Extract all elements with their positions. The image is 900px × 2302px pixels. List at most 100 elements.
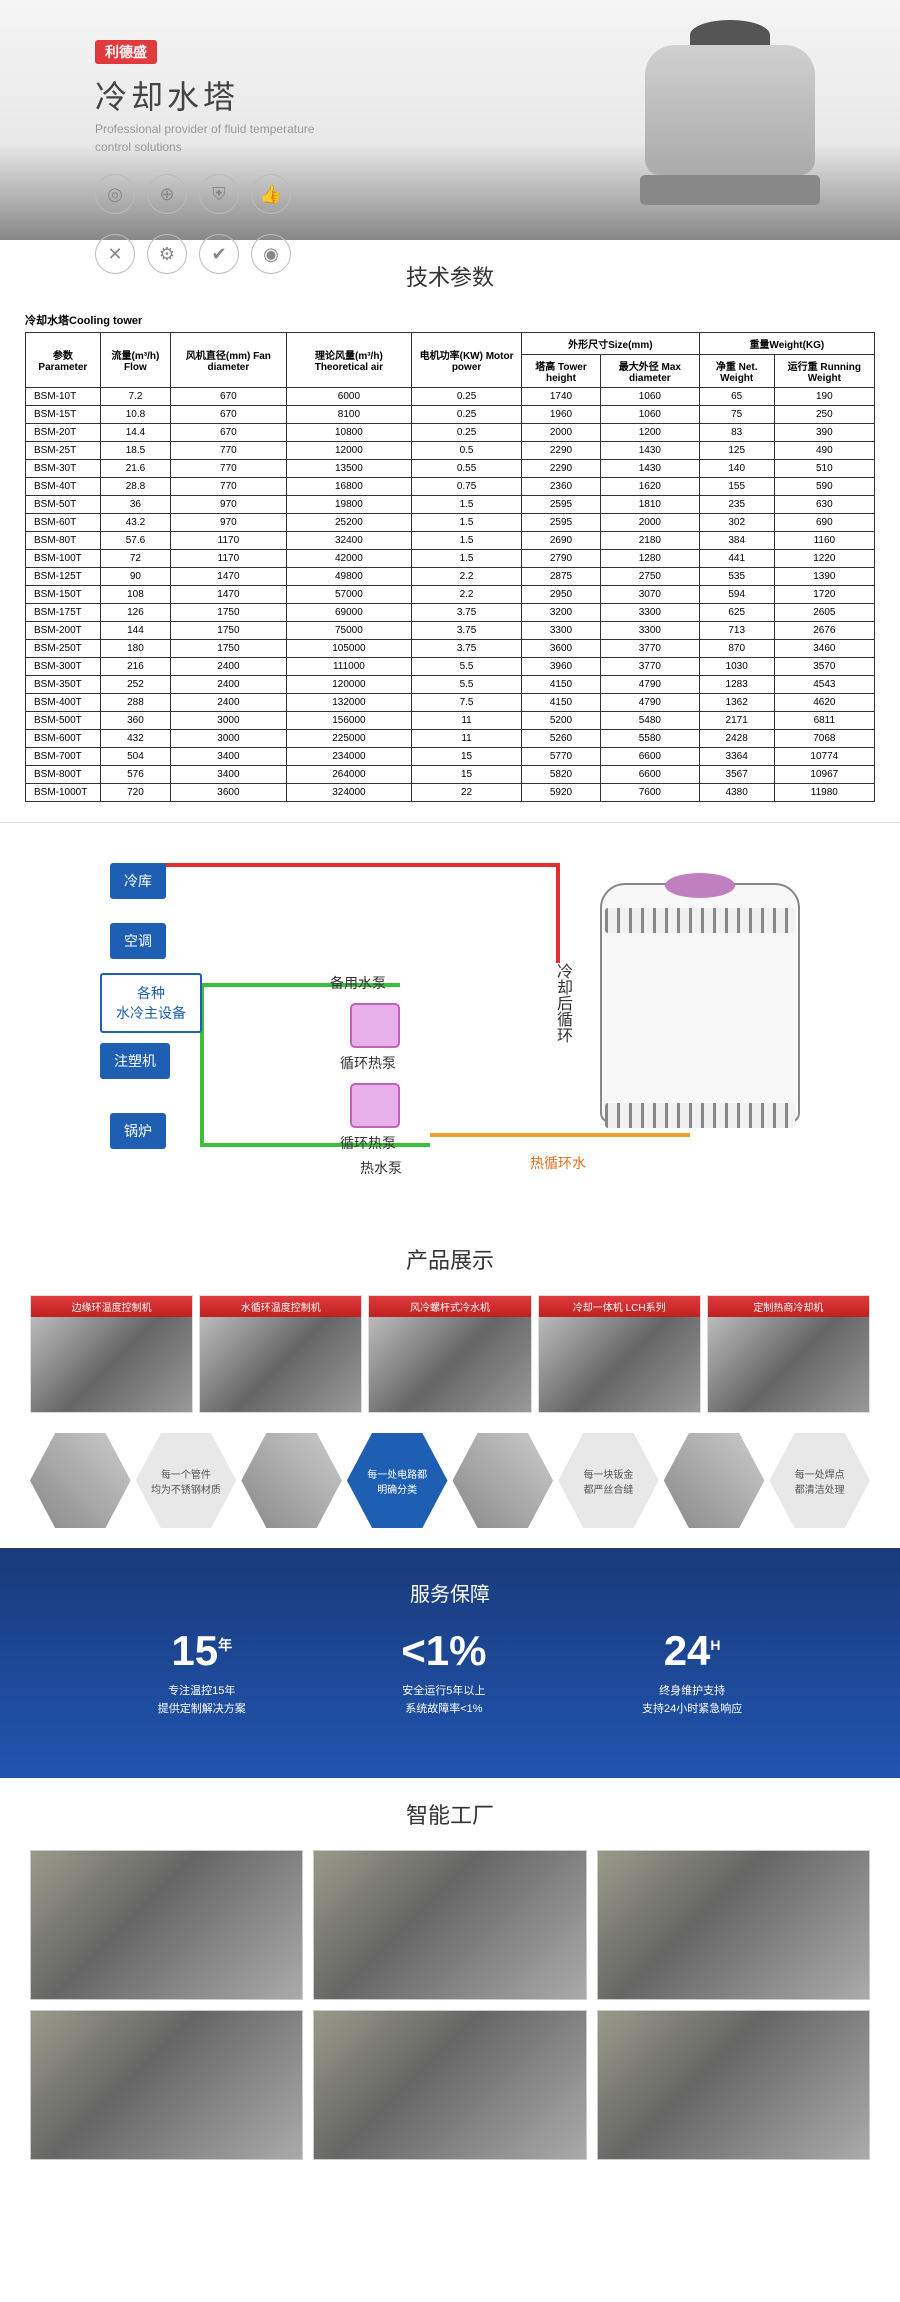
pump-icon: [350, 1083, 400, 1128]
feature-icon: ✔: [199, 234, 239, 274]
hex-text: 每一个管件 均为不锈钢材质: [136, 1433, 237, 1528]
factory-section: [0, 1850, 900, 2190]
table-row: BSM-175T1261750690003.75320033006252605: [26, 604, 875, 622]
col-air: 理论风量(m³/h) Theoretical air: [286, 333, 412, 388]
col-running-weight: 运行重 Running Weight: [774, 355, 874, 388]
table-row: BSM-200T1441750750003.75330033007132676: [26, 622, 875, 640]
table-row: BSM-700T50434002340001557706600336410774: [26, 748, 875, 766]
product-card[interactable]: 边缘环温度控制机: [30, 1295, 193, 1413]
factory-photo: [30, 2010, 303, 2160]
product-card[interactable]: 风冷螺杆式冷水机: [368, 1295, 531, 1413]
label-backup-pump: 备用水泵: [330, 973, 386, 993]
hex-feature-row: 每一个管件 均为不锈钢材质 每一处电路都 明确分类 每一块钣金 都严丝合缝 每一…: [30, 1433, 870, 1528]
feature-icon: ⊕: [147, 174, 187, 214]
spec-table-label: 冷却水塔Cooling tower: [25, 312, 875, 328]
product-title: 冷却一体机 LCH系列: [539, 1296, 700, 1317]
factory-photo: [597, 2010, 870, 2160]
service-desc: 安全运行5年以上系统故障率<1%: [401, 1683, 486, 1718]
brand-badge: 利德盛: [95, 40, 157, 64]
table-row: BSM-500T3603000156000115200548021716811: [26, 712, 875, 730]
node-injection: 注塑机: [100, 1043, 170, 1079]
feature-icon: 👍: [251, 174, 291, 214]
factory-photo: [313, 2010, 586, 2160]
product-card[interactable]: 定制热商冷却机: [707, 1295, 870, 1413]
hex-text: 每一块钣金 都严丝合缝: [558, 1433, 659, 1528]
cooling-tower-image: [640, 20, 820, 220]
node-ac: 空调: [110, 923, 166, 959]
col-net-weight: 净重 Net. Weight: [699, 355, 774, 388]
table-row: BSM-20T14.4670108000.252000120083390: [26, 424, 875, 442]
feature-icon: ◎: [95, 174, 135, 214]
table-row: BSM-250T18017501050003.75360037708703460: [26, 640, 875, 658]
node-boiler: 锅炉: [110, 1113, 166, 1149]
product-card[interactable]: 冷却一体机 LCH系列: [538, 1295, 701, 1413]
product-title: 定制热商冷却机: [708, 1296, 869, 1317]
spec-table-wrap: 冷却水塔Cooling tower 参数 Parameter 流量(m³/h) …: [0, 312, 900, 822]
factory-photo: [597, 1850, 870, 2000]
label-circ-pump-2: 循环热泵: [340, 1133, 396, 1153]
table-row: BSM-300T21624001110005.53960377010303570: [26, 658, 875, 676]
hero-icon-row-2: ✕ ⚙ ✔ ◉: [95, 234, 900, 274]
service-number: <1%: [401, 1627, 486, 1675]
feature-icon: ⛨: [199, 174, 239, 214]
service-section: 服务保障 15年专注温控15年提供定制解决方案 <1% 安全运行5年以上系统故障率<…: [0, 1548, 900, 1778]
col-flow: 流量(m³/h) Flow: [100, 333, 170, 388]
product-image: [539, 1317, 700, 1412]
factory-photo: [30, 1850, 303, 2000]
table-row: BSM-60T43.2970252001.525952000302690: [26, 514, 875, 532]
product-image: [369, 1317, 530, 1412]
label-after-cooling: 冷却后循环: [550, 963, 574, 1043]
col-weight: 重量Weight(KG): [699, 333, 874, 355]
table-row: BSM-30T21.6770135000.5522901430140510: [26, 460, 875, 478]
hex-image: [30, 1433, 131, 1528]
label-circ-pump: 循环热泵: [340, 1053, 396, 1073]
hero-banner: 利德盛 冷却水塔 Professional provider of fluid …: [0, 0, 900, 240]
table-row: BSM-50T36970198001.525951810235630: [26, 496, 875, 514]
col-tower-height: 塔高 Tower height: [521, 355, 600, 388]
label-hot-pump: 热水泵: [360, 1158, 402, 1178]
service-desc: 终身维护支持支持24小时紧急响应: [642, 1683, 742, 1718]
section-title-service: 服务保障: [0, 1578, 900, 1607]
service-number: 15年: [158, 1627, 246, 1675]
col-max-diameter: 最大外径 Max diameter: [601, 355, 700, 388]
col-fan: 风机直径(mm) Fan diameter: [171, 333, 287, 388]
feature-icon: ⚙: [147, 234, 187, 274]
pump-icon: [350, 1003, 400, 1048]
flow-diagram: 冷库 空调 各种 水冷主设备 注塑机 锅炉 备用水泵 循环热泵 循环热泵 热水泵…: [0, 822, 900, 1223]
col-size: 外形尺寸Size(mm): [521, 333, 699, 355]
label-hot-circ: 热循环水: [530, 1153, 586, 1173]
table-row: BSM-10T7.267060000.251740106065190: [26, 388, 875, 406]
product-title: 水循环温度控制机: [200, 1296, 361, 1317]
feature-icon: ✕: [95, 234, 135, 274]
table-row: BSM-400T28824001320007.54150479013624620: [26, 694, 875, 712]
table-row: BSM-600T4323000225000115260558024287068: [26, 730, 875, 748]
table-row: BSM-40T28.8770168000.7523601620155590: [26, 478, 875, 496]
service-item: 15年专注温控15年提供定制解决方案: [158, 1627, 246, 1718]
table-row: BSM-800T57634002640001558206600356710967: [26, 766, 875, 784]
product-title: 边缘环温度控制机: [31, 1296, 192, 1317]
hex-image: [664, 1433, 765, 1528]
product-image: [200, 1317, 361, 1412]
table-row: BSM-125T901470498002.2287527505351390: [26, 568, 875, 586]
hex-image: [241, 1433, 342, 1528]
service-item: 24H终身维护支持支持24小时紧急响应: [642, 1627, 742, 1718]
product-image: [708, 1317, 869, 1412]
products-section: 边缘环温度控制机水循环温度控制机风冷螺杆式冷水机冷却一体机 LCH系列定制热商冷…: [0, 1295, 900, 1548]
col-motor: 电机功率(KW) Motor power: [412, 333, 522, 388]
cooling-tower-diagram: [600, 883, 800, 1123]
spec-table: 参数 Parameter 流量(m³/h) Flow 风机直径(mm) Fan …: [25, 332, 875, 802]
table-row: BSM-100T721170420001.5279012804411220: [26, 550, 875, 568]
product-image: [31, 1317, 192, 1412]
node-cold-storage: 冷库: [110, 863, 166, 899]
factory-photo: [313, 1850, 586, 2000]
table-row: BSM-15T10.867081000.251960106075250: [26, 406, 875, 424]
hex-image: [453, 1433, 554, 1528]
product-card[interactable]: 水循环温度控制机: [199, 1295, 362, 1413]
product-title: 风冷螺杆式冷水机: [369, 1296, 530, 1317]
node-main-equipment: 各种 水冷主设备: [100, 973, 202, 1033]
hex-text: 每一处焊点 都清洁处理: [769, 1433, 870, 1528]
table-row: BSM-80T57.61170324001.5269021803841160: [26, 532, 875, 550]
section-title-products: 产品展示: [0, 1223, 900, 1295]
service-desc: 专注温控15年提供定制解决方案: [158, 1683, 246, 1718]
table-row: BSM-150T1081470570002.2295030705941720: [26, 586, 875, 604]
